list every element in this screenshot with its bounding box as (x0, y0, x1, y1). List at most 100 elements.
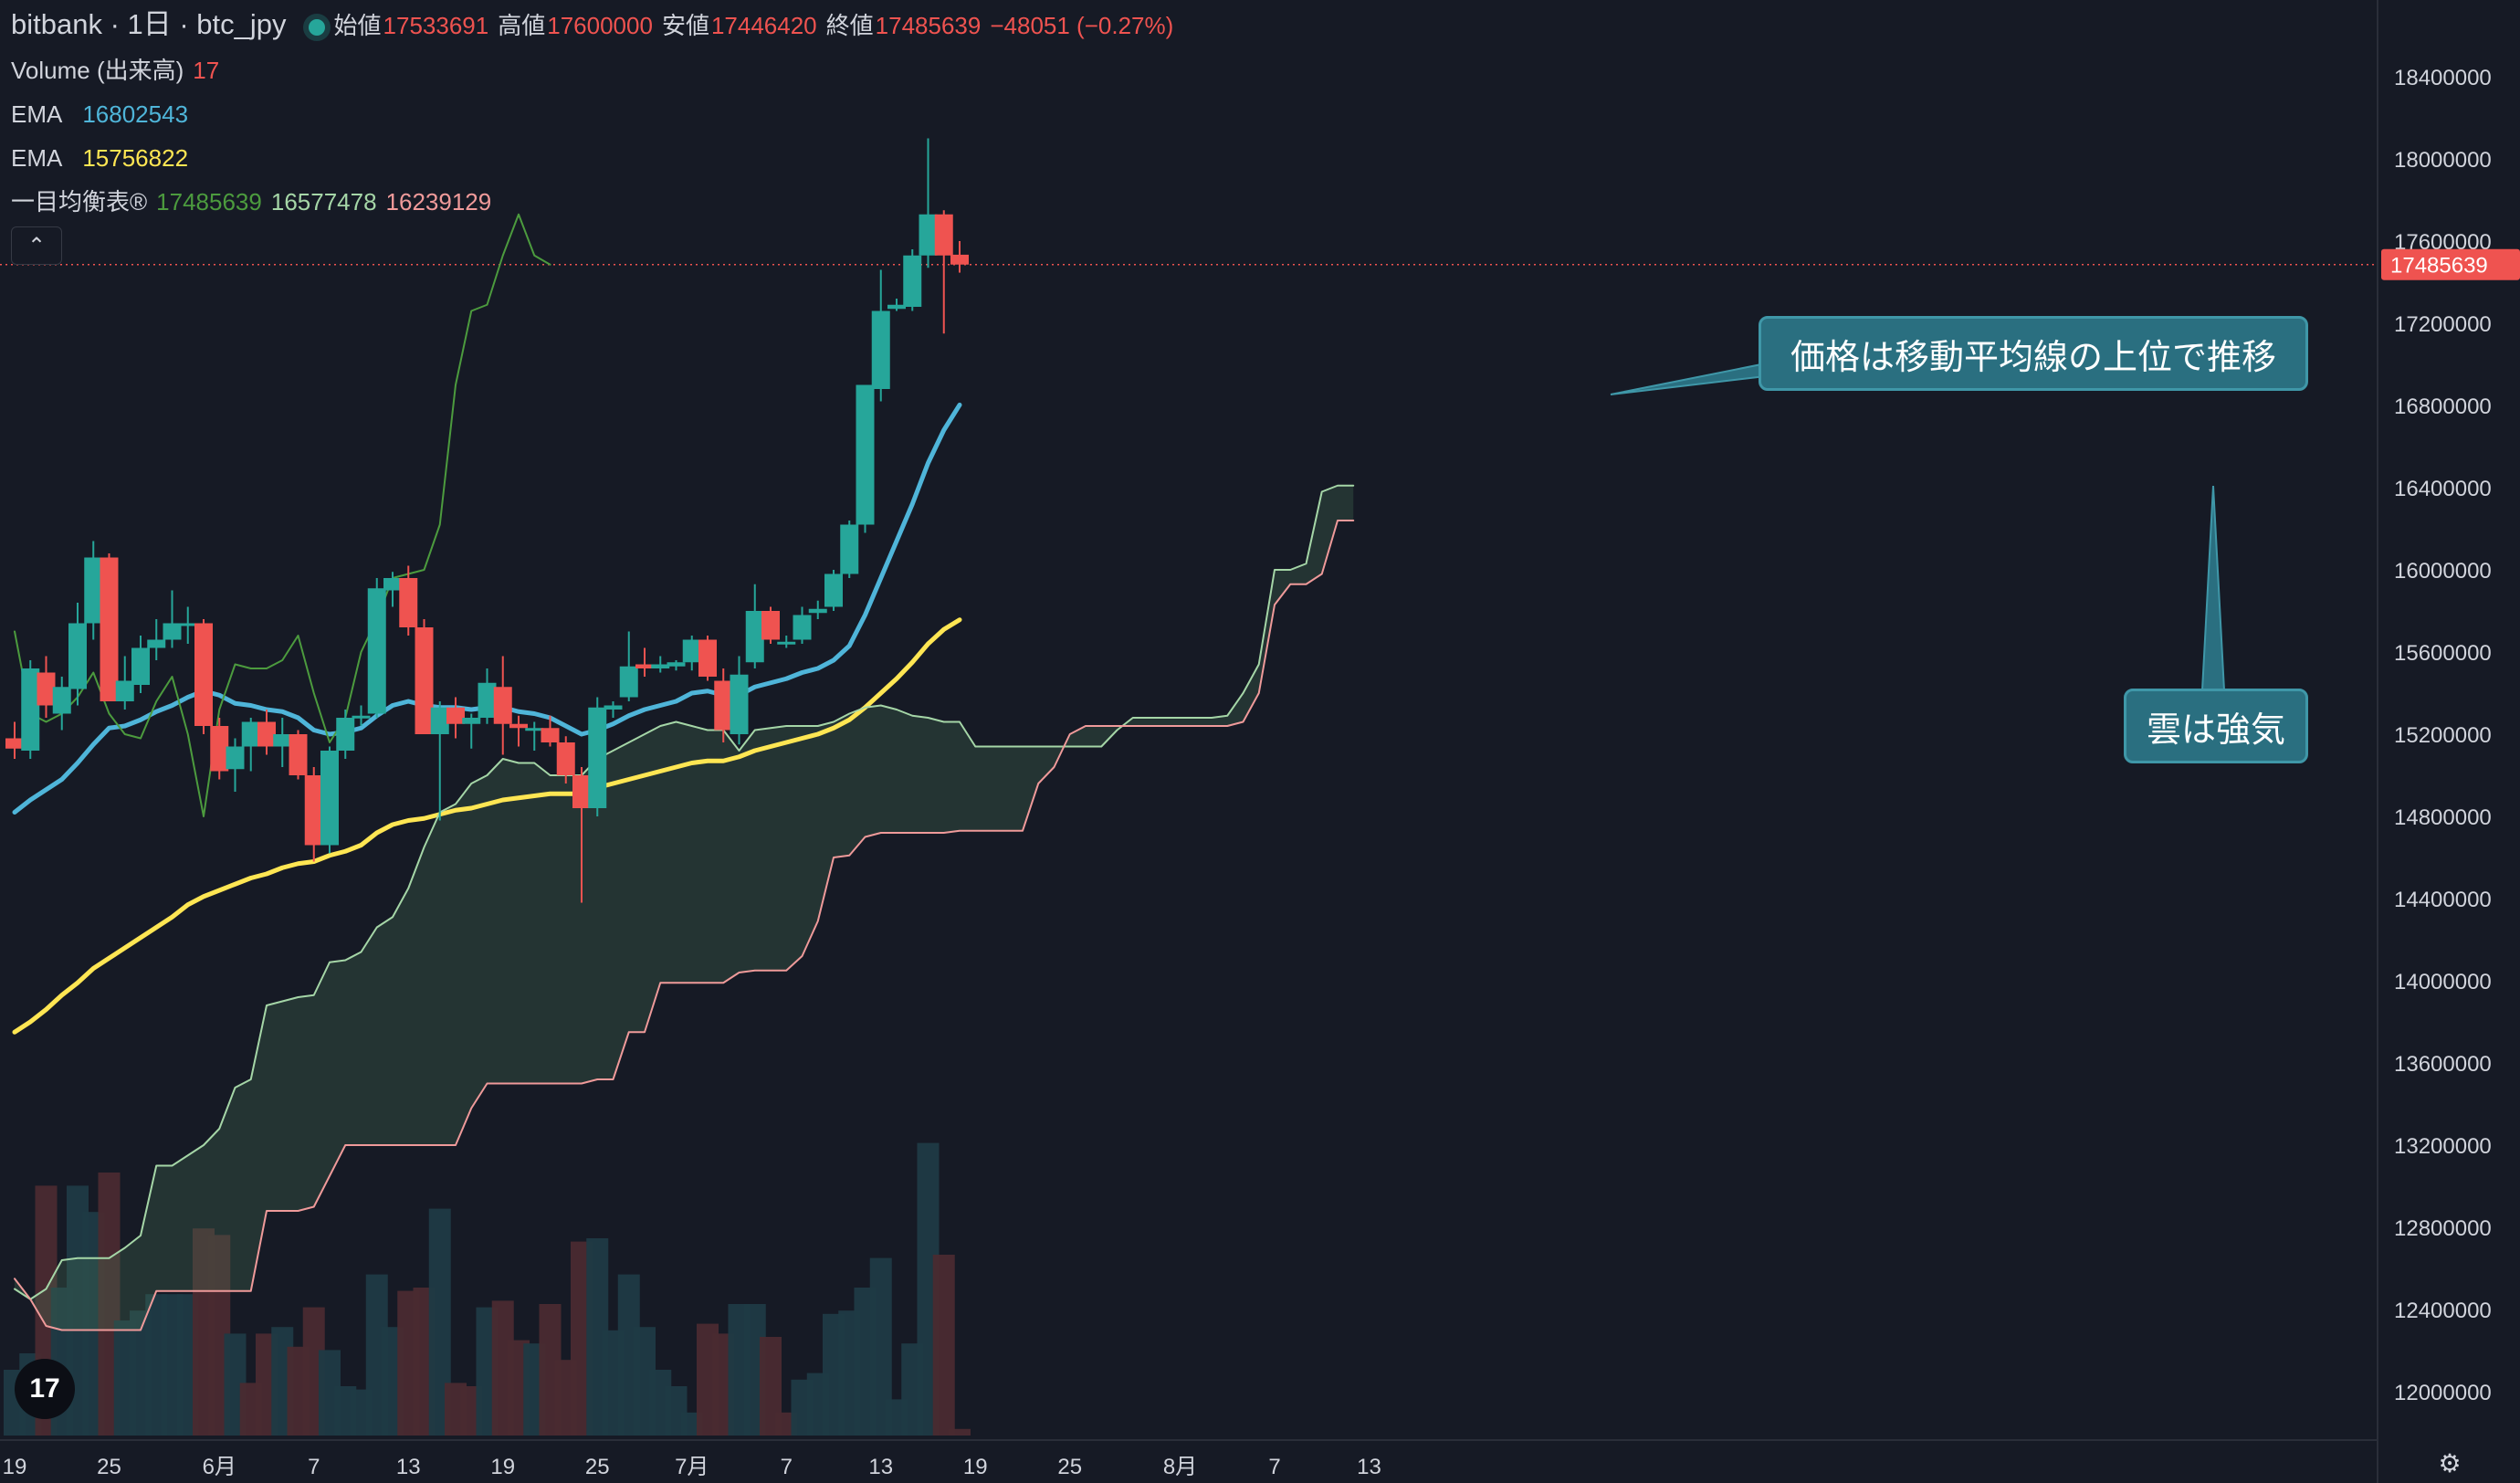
candle-body (257, 721, 276, 747)
ichimoku-value-1: 17485639 (156, 188, 262, 216)
ema-fast-label: EMA (11, 100, 63, 128)
time-tick-label: 13 (868, 1455, 893, 1479)
candle-body (856, 384, 875, 525)
tradingview-logo[interactable]: 17 (15, 1359, 75, 1419)
time-tick-label: 25 (585, 1455, 610, 1479)
price-tick-label: 18400000 (2394, 66, 2492, 90)
price-tick-label: 15200000 (2394, 723, 2492, 748)
candle-body (777, 641, 796, 645)
close-label: 終値 (825, 12, 874, 39)
ema-slow-legend[interactable]: EMA 15756822 (11, 142, 197, 174)
candle-body (919, 214, 938, 256)
price-tick-label: 14800000 (2394, 805, 2492, 830)
callout-price-above-ma: 価格は移動平均線の上位で推移 (1759, 316, 2308, 391)
candle-body (352, 715, 371, 719)
ichimoku-cloud (15, 485, 1354, 1330)
cloud-fill (15, 485, 1354, 1330)
candle-body (934, 214, 953, 256)
candle-body (887, 304, 906, 310)
settings-gear-icon[interactable]: ⚙ (2438, 1449, 2462, 1478)
price-tick-label: 13200000 (2394, 1134, 2492, 1159)
candle-body (430, 707, 449, 734)
time-tick-label: 7 (1268, 1455, 1280, 1479)
candle-body (226, 746, 245, 770)
candle-body (178, 623, 197, 626)
close-value: 17485639 (875, 12, 982, 39)
candle-body (619, 666, 638, 698)
candle-body (289, 734, 308, 775)
candle-body (446, 707, 465, 724)
candle-body (635, 664, 654, 668)
price-tick-label: 16800000 (2394, 394, 2492, 419)
price-tick-label: 16400000 (2394, 477, 2492, 501)
volume-bar (932, 1255, 955, 1436)
candle-body (793, 615, 812, 640)
volume-legend-value: 17 (193, 57, 220, 84)
candle-body (509, 723, 528, 729)
callout-cloud-bullish-text: 雲は強気 (2146, 710, 2285, 750)
time-tick-label: 6月 (203, 1455, 236, 1479)
candle-body (163, 623, 182, 640)
series-line (14, 520, 1355, 1331)
candle-body (761, 611, 780, 640)
callout-cloud-pointer (2200, 485, 2226, 691)
candle-body (68, 623, 87, 689)
time-axis: 19 25 6月 7 13 19 25 7月 7 13 19 25 8月 7 13 (0, 1439, 2378, 1479)
callout-pointers (1610, 362, 2226, 691)
candle-body (37, 672, 56, 706)
candle-body (667, 662, 686, 667)
open-label: 始値 (333, 12, 382, 39)
last-price-badge (2381, 248, 2520, 280)
time-tick-label: 19 (3, 1455, 27, 1479)
candle-body (950, 254, 969, 265)
time-tick-label: 19 (963, 1455, 988, 1479)
candle-body (730, 674, 749, 734)
symbol-header: bitbank · 1日 · btc_jpy 始値17533691 高値176000… (11, 9, 1182, 41)
high-value: 17600000 (547, 12, 653, 39)
ichimoku-value-3: 16239129 (385, 188, 492, 216)
series-line (12, 617, 962, 1035)
candle-body (651, 664, 670, 668)
callout-cloud-bullish: 雲は強気 (2124, 689, 2308, 763)
candle-body (415, 627, 434, 734)
time-tick-label: 25 (97, 1455, 121, 1479)
candle-body (84, 557, 103, 624)
collapse-legend-button[interactable]: ⌃ (11, 226, 62, 265)
candle-body (808, 608, 827, 614)
candle-body (320, 751, 339, 846)
price-tick-label: 12400000 (2394, 1299, 2492, 1323)
symbol-title[interactable]: bitbank · 1日 · btc_jpy (11, 8, 287, 40)
time-tick-label: 7 (781, 1455, 793, 1479)
ichimoku-value-2: 16577478 (270, 188, 377, 216)
ichimoku-legend[interactable]: 一目均衡表® 17485639 16577478 16239129 (11, 186, 500, 217)
candle-body (745, 611, 764, 663)
price-tick-label: 16000000 (2394, 559, 2492, 584)
last-price-label: 17485639 (2390, 254, 2488, 279)
chevron-up-icon: ⌃ (26, 233, 47, 258)
candle-body (336, 718, 355, 751)
candlesticks (5, 138, 969, 903)
candle-body (493, 687, 512, 724)
price-tick-label: 18000000 (2394, 148, 2492, 173)
candle-body (399, 578, 418, 627)
candle-body (604, 705, 623, 710)
volume-legend[interactable]: Volume (出来高) 17 (11, 55, 228, 86)
candle-body (273, 734, 292, 747)
candle-body (241, 721, 260, 747)
price-tick-label: 15600000 (2394, 641, 2492, 666)
low-value: 17446420 (710, 12, 817, 39)
time-tick-label: 25 (1057, 1455, 1082, 1479)
candle-body (572, 775, 591, 808)
ema-fast-legend[interactable]: EMA 16802543 (11, 99, 197, 130)
candle-body (367, 588, 386, 714)
price-axis: 12000000 12400000 12800000 13200000 13600000… (2377, 0, 2520, 1483)
candle-body (541, 728, 560, 742)
volume-bars (4, 1142, 971, 1436)
high-label: 高値 (498, 12, 546, 39)
candle-body (194, 623, 213, 726)
ichimoku-label: 一目均衡表® (11, 188, 148, 216)
candle-body (304, 775, 323, 846)
callout-price-above-ma-text: 価格は移動平均線の上位で推移 (1790, 338, 2276, 377)
candle-body (131, 647, 150, 685)
